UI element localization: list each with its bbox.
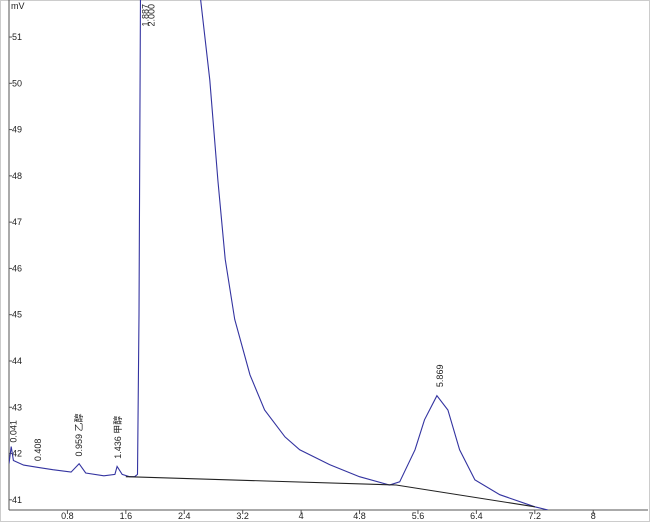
y-tick-label: 47 — [12, 217, 22, 227]
y-tick-label: 45 — [12, 310, 22, 320]
y-tick-label: 42 — [12, 449, 22, 459]
y-tick-label: 50 — [12, 78, 22, 88]
y-tick-label: 41 — [12, 495, 22, 505]
y-tick-label: 51 — [12, 32, 22, 42]
trace — [9, 0, 549, 510]
y-axis-label: mV — [11, 1, 25, 11]
x-tick-label: 0.8 — [61, 511, 74, 521]
peak-label: 5.869 — [435, 365, 445, 388]
x-tick-label: 8 — [591, 511, 596, 521]
x-tick-label: 5.6 — [412, 511, 425, 521]
x-tick-label: 6.4 — [470, 511, 483, 521]
y-tick-label: 48 — [12, 171, 22, 181]
y-tick-label: 46 — [12, 263, 22, 273]
x-tick-label: 2.4 — [178, 511, 191, 521]
peak-label: 0.041 — [8, 420, 18, 443]
y-tick-label: 43 — [12, 402, 22, 412]
plot-area — [9, 0, 549, 510]
x-tick-label: 7.2 — [529, 511, 542, 521]
peak-label: 0.959 乙醇 — [73, 413, 84, 456]
y-tick-label: 44 — [12, 356, 22, 366]
x-tick-label: 3.2 — [236, 511, 249, 521]
trace — [125, 476, 535, 508]
y-tick-label: 49 — [12, 125, 22, 135]
x-tick-label: 1.6 — [120, 511, 133, 521]
peak-label: 1.887 — [141, 4, 151, 27]
peak-label: 0.408 — [33, 439, 43, 462]
x-tick-label: 4 — [299, 511, 304, 521]
x-tick-label: 4.8 — [353, 511, 366, 521]
peak-label: 1.436 甲醇 — [112, 416, 123, 459]
peak-label: 2.000 — [146, 4, 156, 27]
